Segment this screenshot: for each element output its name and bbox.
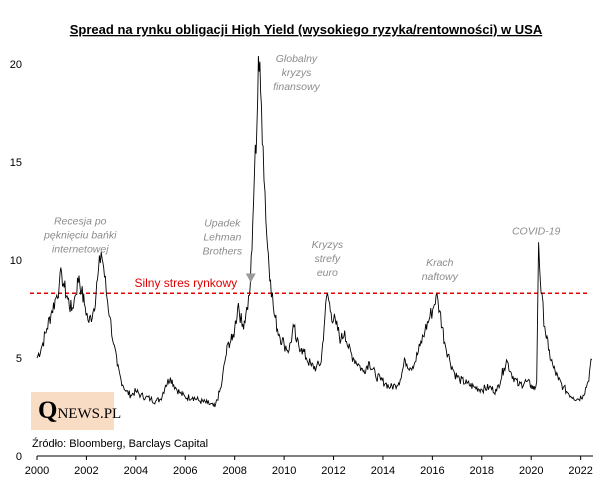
annotation-text: euro — [317, 267, 338, 279]
x-tick-label: 2012 — [321, 465, 345, 477]
y-tick-label: 5 — [16, 353, 22, 365]
x-tick-label: 2014 — [371, 465, 395, 477]
y-tick-label: 0 — [16, 451, 22, 463]
x-tick-label: 2010 — [272, 465, 296, 477]
annotation-text: kryzys — [282, 67, 312, 79]
x-axis-ticks: 2000 2002 2004 2006 2008 2010 2012 2014 2016 2018… — [25, 456, 593, 477]
annotation-text: Lehman — [203, 232, 241, 244]
logo-background — [31, 392, 114, 430]
logo-text: NEWS.PL — [57, 406, 122, 422]
annotation-text: pęknięciu bańki — [43, 230, 117, 242]
threshold-label: Silny stres rynkowy — [134, 276, 237, 290]
x-tick-label: 2020 — [519, 465, 543, 477]
y-tick-label: 15 — [10, 157, 22, 169]
qnews-logo: QNEWS.PL — [38, 397, 121, 425]
lehman-arrow-icon — [245, 273, 256, 283]
annotation-text: Recesja po — [54, 216, 107, 228]
annotation-text: strefy — [315, 253, 341, 265]
x-tick-label: 2006 — [173, 465, 197, 477]
annotation-text: Kryzys — [312, 239, 344, 251]
annotation-text: Upadek — [204, 218, 241, 230]
annotation-text: Krach — [426, 257, 454, 269]
x-tick-label: 2008 — [222, 465, 246, 477]
y-tick-label: 20 — [10, 59, 22, 71]
source-note: Źródło: Bloomberg, Barclays Capital — [32, 437, 208, 450]
annotations: Recesja po pęknięciu bańki internetowej Glo… — [43, 53, 560, 283]
logo-q: Q — [38, 397, 58, 424]
x-tick-label: 2000 — [25, 465, 49, 477]
annotation-text: Brothers — [202, 246, 242, 258]
series-line-hy-spread — [36, 55, 593, 408]
chart-title: Spread na rynku obligacji High Yield (wy… — [70, 22, 543, 37]
annotation-text: COVID-19 — [512, 225, 561, 237]
x-tick-label: 2018 — [470, 465, 494, 477]
y-tick-label: 10 — [10, 255, 22, 267]
x-tick-label: 2022 — [568, 465, 592, 477]
annotation-text: naftowy — [422, 271, 459, 283]
x-tick-label: 2002 — [74, 465, 98, 477]
annotation-text: finansowy — [273, 81, 320, 93]
y-axis-ticks: 0 5 10 15 20 — [10, 59, 22, 463]
annotation-text: Globalny — [276, 53, 318, 65]
x-tick-label: 2016 — [420, 465, 444, 477]
annotation-text: internetowej — [52, 244, 109, 256]
x-tick-label: 2004 — [124, 465, 148, 477]
